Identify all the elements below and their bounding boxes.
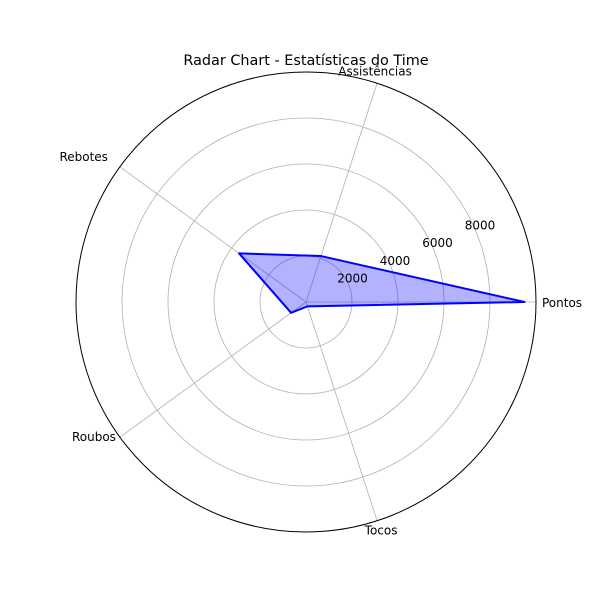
radial-tick-label-1: 4000 xyxy=(380,254,411,268)
radial-tick-label-2: 6000 xyxy=(422,236,453,250)
category-label-assistências: Assistências xyxy=(338,64,412,78)
spoke-gridline-4 xyxy=(306,302,377,521)
spoke-gridline-3 xyxy=(120,302,306,437)
category-label-roubos: Roubos xyxy=(72,430,116,444)
category-label-pontos: Pontos xyxy=(542,296,582,310)
category-label-tocos: Tocos xyxy=(364,524,398,538)
radial-tick-label-0: 2000 xyxy=(337,271,368,285)
radial-tick-label-3: 8000 xyxy=(465,219,496,233)
category-label-rebotes: Rebotes xyxy=(59,150,107,164)
